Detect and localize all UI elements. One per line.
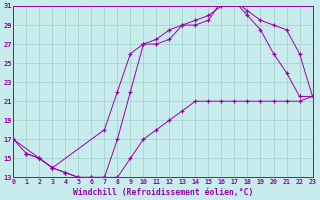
- X-axis label: Windchill (Refroidissement éolien,°C): Windchill (Refroidissement éolien,°C): [73, 188, 253, 197]
